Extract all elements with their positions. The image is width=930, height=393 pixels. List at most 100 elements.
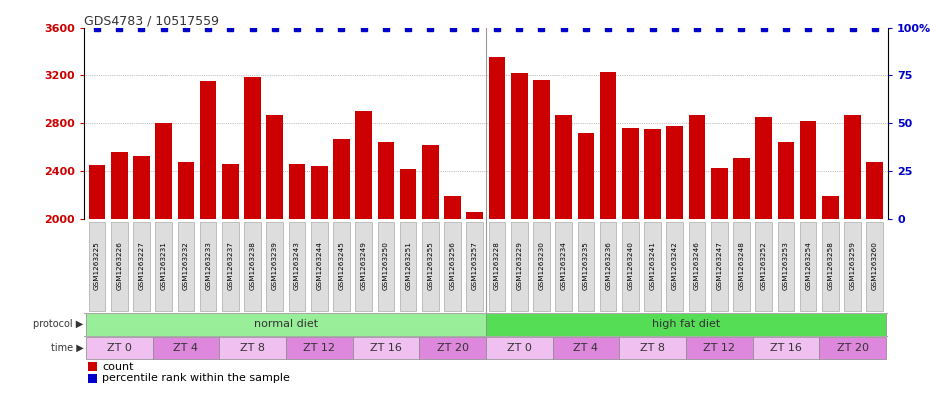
Bar [622,222,639,311]
Text: GSM1263253: GSM1263253 [783,241,789,290]
Bar [200,222,217,311]
Bar [419,337,485,359]
Bar [777,222,794,311]
Text: percentile rank within the sample: percentile rank within the sample [102,373,290,383]
Bar [133,222,150,311]
Bar [822,222,839,311]
Bar [155,222,172,311]
Text: ZT 16: ZT 16 [770,343,802,353]
Bar [445,196,461,219]
Text: GSM1263229: GSM1263229 [516,241,523,290]
Bar [86,337,153,359]
Bar [153,337,219,359]
Text: GSM1263234: GSM1263234 [561,241,566,290]
Text: GSM1263254: GSM1263254 [805,241,811,290]
Bar [600,222,617,311]
Text: ZT 8: ZT 8 [640,343,665,353]
Bar [755,222,772,311]
Bar [400,169,417,219]
Text: GSM1263252: GSM1263252 [761,241,766,290]
Bar [844,115,861,219]
Text: GSM1263232: GSM1263232 [183,241,189,290]
Text: normal diet: normal diet [254,320,318,329]
Text: ZT 12: ZT 12 [303,343,335,353]
Bar [267,222,283,311]
Bar [467,212,484,219]
Bar [511,222,527,311]
Bar [686,337,752,359]
Bar [844,222,861,311]
Bar [87,362,98,371]
Bar [111,152,127,219]
Bar [87,374,98,382]
Text: GSM1263248: GSM1263248 [738,241,745,290]
Text: GSM1263249: GSM1263249 [361,241,366,290]
Bar [600,72,617,219]
Bar [800,121,817,219]
Text: count: count [102,362,134,372]
Text: GSM1263236: GSM1263236 [605,241,611,290]
Text: high fat diet: high fat diet [652,320,720,329]
Bar [311,222,327,311]
Bar [667,126,684,219]
Text: ZT 4: ZT 4 [574,343,598,353]
Bar [619,337,686,359]
Bar [533,80,550,219]
Bar [333,222,350,311]
Text: ZT 4: ZT 4 [173,343,198,353]
Bar [222,222,239,311]
Bar [267,115,283,219]
Bar [511,73,527,219]
Text: GSM1263246: GSM1263246 [694,241,700,290]
Text: GSM1263225: GSM1263225 [94,241,100,290]
Bar [200,81,217,219]
Bar [286,337,352,359]
Bar [245,222,261,311]
Bar [422,222,439,311]
Text: GSM1263230: GSM1263230 [538,241,544,290]
Text: GSM1263260: GSM1263260 [871,241,878,290]
Bar [733,222,750,311]
Text: ZT 20: ZT 20 [436,343,469,353]
Bar [288,222,305,311]
Bar [689,115,705,219]
Text: ZT 20: ZT 20 [837,343,869,353]
Bar [755,118,772,219]
Bar [578,222,594,311]
Bar [88,222,105,311]
Bar [311,166,327,219]
Text: GSM1263237: GSM1263237 [227,241,233,290]
Bar [667,222,684,311]
Bar [485,313,886,336]
Bar [86,313,485,336]
Bar [752,337,819,359]
Text: GSM1263239: GSM1263239 [272,241,278,290]
Bar [467,222,484,311]
Bar [733,158,750,219]
Bar [219,337,286,359]
Text: GSM1263247: GSM1263247 [716,241,723,290]
Bar [355,222,372,311]
Bar [333,139,350,219]
Text: GSM1263251: GSM1263251 [405,241,411,290]
Bar [488,222,505,311]
Bar [88,165,105,219]
Text: GSM1263258: GSM1263258 [828,241,833,290]
Bar [222,164,239,219]
Bar [711,222,727,311]
Text: GSM1263245: GSM1263245 [339,241,344,290]
Bar [800,222,817,311]
Text: GSM1263238: GSM1263238 [249,241,256,290]
Bar [288,164,305,219]
Bar [644,222,661,311]
Bar [155,123,172,219]
Bar [111,222,127,311]
Bar [819,337,886,359]
Bar [352,337,419,359]
Text: GSM1263256: GSM1263256 [449,241,456,290]
Bar [485,337,552,359]
Bar [245,77,261,219]
Text: GSM1263235: GSM1263235 [583,241,589,290]
Text: protocol ▶: protocol ▶ [33,320,84,329]
Bar [445,222,461,311]
